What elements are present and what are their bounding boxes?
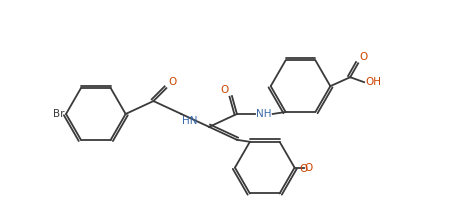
Text: Br: Br [52, 109, 64, 119]
Text: O: O [168, 77, 177, 87]
Text: O: O [221, 85, 229, 95]
Text: O: O [299, 164, 308, 174]
Text: O: O [304, 163, 313, 173]
Text: OH: OH [365, 77, 381, 87]
Text: HN: HN [182, 116, 198, 126]
Text: O: O [359, 52, 368, 62]
Text: NH: NH [256, 109, 272, 119]
